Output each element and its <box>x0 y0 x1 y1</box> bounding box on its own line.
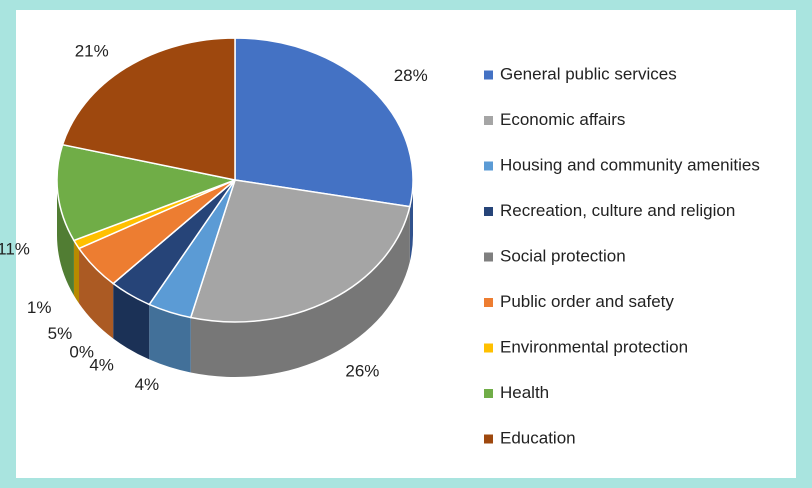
data-label: 4% <box>89 356 114 375</box>
legend-label: Social protection <box>500 246 626 265</box>
slice-side <box>57 180 74 296</box>
slice <box>61 37 236 181</box>
data-label: 11% <box>0 240 30 259</box>
slice-side <box>409 180 413 262</box>
slice-side <box>73 240 80 304</box>
legend-swatch <box>484 116 493 125</box>
legend-swatch <box>484 434 493 444</box>
legend-label: General public services <box>500 64 677 83</box>
slice-side <box>149 304 191 373</box>
legend-label: Recreation, culture and religion <box>500 201 735 220</box>
data-label: 26% <box>345 361 379 380</box>
legend-label: Economic affairs <box>500 110 625 129</box>
slice <box>234 37 414 208</box>
legend-swatch <box>484 343 493 353</box>
data-label: 28% <box>394 66 428 85</box>
legend-swatch <box>484 70 493 80</box>
legend-label: Health <box>500 383 549 402</box>
legend-label: Public order and safety <box>500 292 674 311</box>
slice <box>56 143 238 242</box>
data-label: 5% <box>48 324 73 343</box>
legend-swatch <box>484 207 493 216</box>
slice-side <box>79 248 114 339</box>
data-label: 4% <box>135 375 160 394</box>
slice <box>189 179 411 323</box>
legend-label: Education <box>500 428 576 447</box>
slice-side <box>190 206 410 377</box>
slice-side <box>113 283 150 360</box>
legend-label: Housing and community amenities <box>500 155 760 174</box>
legend-swatch <box>484 298 493 307</box>
legend-swatch <box>484 161 493 171</box>
legend-swatch <box>484 252 493 262</box>
data-label: 0% <box>69 343 94 362</box>
legend-swatch <box>484 389 493 398</box>
data-label: 21% <box>75 41 109 60</box>
legend-label: Environmental protection <box>500 337 688 356</box>
data-label: 1% <box>27 298 52 317</box>
